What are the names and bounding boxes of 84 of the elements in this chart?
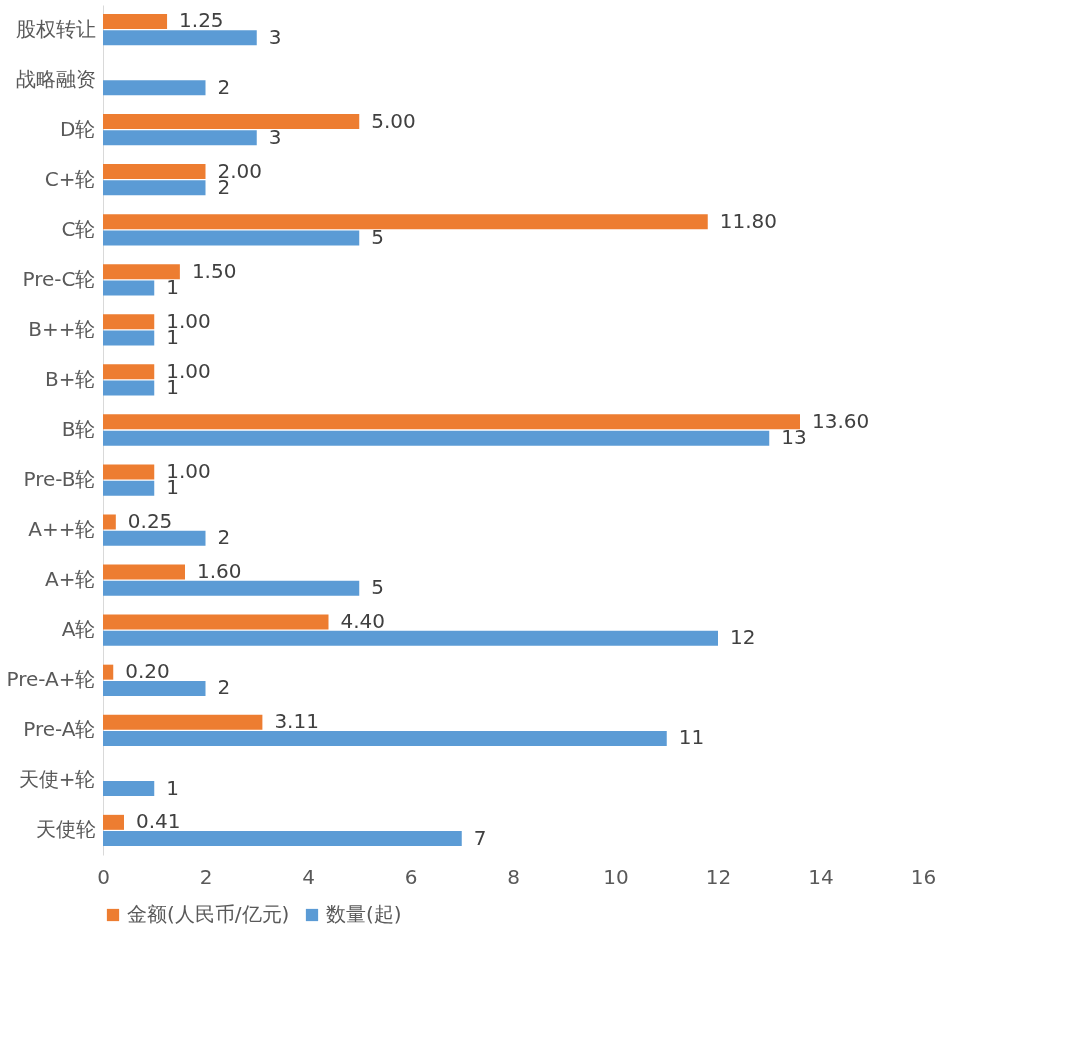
x-tick-label: 10 — [603, 864, 629, 889]
bar — [103, 280, 155, 296]
y-tick-label: Pre-C轮 — [22, 266, 96, 291]
data-label: 0.25 — [127, 508, 173, 533]
data-label: 12 — [730, 625, 756, 650]
legend-label: 数量(起) — [326, 902, 402, 926]
x-tick-label: 6 — [404, 864, 418, 889]
x-tick-label: 0 — [97, 864, 110, 889]
y-tick-label: A+轮 — [45, 567, 96, 592]
data-label: 1.25 — [179, 8, 224, 33]
bar — [103, 680, 206, 696]
bar — [103, 664, 114, 680]
data-label: 0.20 — [125, 659, 170, 684]
y-tick-label: B轮 — [61, 417, 96, 441]
bar — [103, 480, 155, 496]
bar — [103, 130, 257, 146]
bar — [103, 630, 718, 646]
y-tick-label: Pre-B轮 — [23, 467, 96, 492]
bar — [103, 414, 800, 430]
bar — [103, 430, 770, 446]
bar — [103, 831, 462, 847]
data-label: 5.00 — [371, 108, 416, 133]
bar — [103, 530, 206, 546]
y-tick-label: Pre-A轮 — [23, 717, 96, 742]
bar — [103, 814, 125, 830]
data-label: 1 — [166, 775, 179, 800]
bar — [103, 164, 206, 180]
x-tick-label: 14 — [808, 864, 834, 889]
bar — [103, 13, 168, 29]
x-tick-label: 12 — [705, 864, 732, 889]
data-label: 5 — [371, 575, 384, 600]
data-label: 13 — [781, 425, 807, 450]
bar — [103, 230, 360, 246]
y-tick-label: B+轮 — [45, 366, 96, 391]
legend-label: 金额(人民币/亿元) — [127, 902, 290, 926]
data-label: 2 — [217, 675, 231, 700]
data-label: 11 — [678, 725, 705, 750]
bar — [103, 564, 185, 580]
data-label: 1 — [166, 274, 179, 299]
y-tick-label: C+轮 — [44, 166, 96, 191]
bar — [103, 214, 708, 230]
data-label: 2 — [217, 74, 231, 99]
x-tick-label: 16 — [910, 864, 937, 889]
bar — [103, 714, 263, 730]
data-label: 3.11 — [274, 709, 319, 734]
bar — [103, 364, 155, 380]
bar — [103, 30, 257, 46]
bar — [103, 781, 155, 797]
y-tick-label: C轮 — [61, 216, 96, 241]
data-label: 4.40 — [340, 609, 386, 634]
bar — [103, 114, 360, 130]
data-label: 1.50 — [191, 258, 237, 283]
bar — [103, 580, 360, 596]
bar — [103, 614, 329, 630]
bar — [103, 730, 667, 746]
data-label: 13.60 — [812, 408, 870, 433]
data-label: 2 — [217, 525, 231, 550]
x-tick-label: 8 — [507, 864, 520, 889]
data-label: 3 — [268, 124, 282, 149]
bar — [103, 180, 206, 196]
data-label: 11.80 — [719, 208, 778, 233]
y-tick-label: 天使轮 — [35, 817, 96, 842]
data-label: 7 — [473, 825, 487, 850]
y-tick-label: D轮 — [60, 116, 96, 141]
data-label: 1.60 — [197, 559, 242, 584]
data-label: 5 — [371, 224, 384, 249]
bar — [103, 514, 116, 530]
y-tick-label: 天使+轮 — [18, 767, 96, 792]
y-tick-label: A轮 — [61, 617, 96, 642]
bar — [103, 330, 155, 346]
y-tick-label: B++轮 — [28, 316, 96, 341]
data-label: 0.41 — [136, 809, 181, 834]
bar — [103, 264, 180, 280]
bar — [103, 314, 155, 330]
bar — [103, 80, 206, 96]
y-tick-label: A++轮 — [28, 517, 96, 542]
x-tick-label: 4 — [302, 864, 315, 889]
y-tick-label: 股权转让 — [15, 16, 96, 41]
x-tick-label: 2 — [199, 864, 213, 889]
bar — [103, 464, 155, 480]
y-tick-label: Pre-A+轮 — [6, 667, 96, 692]
bar — [103, 380, 155, 396]
data-label: 3 — [268, 24, 282, 49]
y-tick-label: 战略融资 — [15, 66, 96, 91]
